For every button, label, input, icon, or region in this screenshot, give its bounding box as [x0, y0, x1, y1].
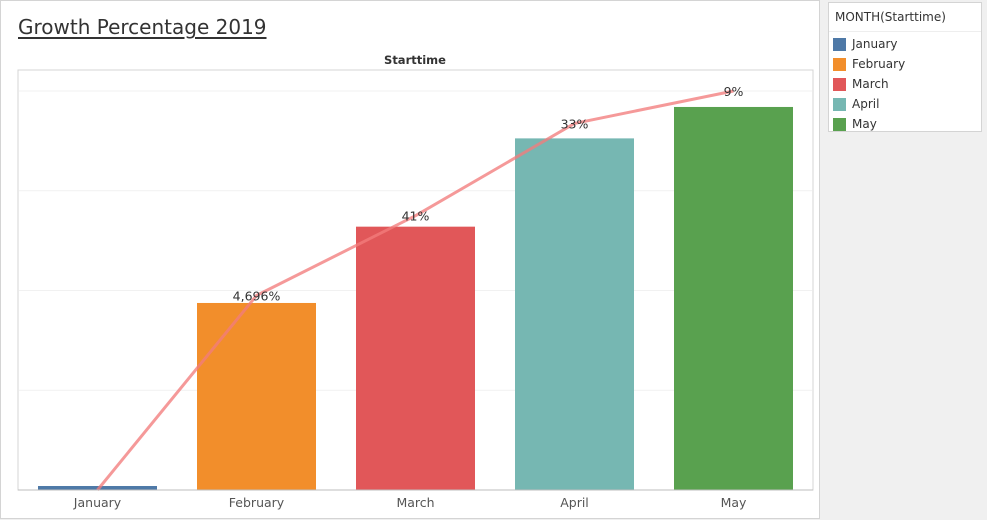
- legend-swatch: [833, 117, 846, 131]
- legend-title: MONTH(Starttime): [835, 10, 946, 24]
- x-tick-label: May: [721, 495, 747, 510]
- bar-february[interactable]: [197, 302, 316, 490]
- legend-divider: [829, 31, 981, 32]
- column-header-label: Starttime: [384, 53, 446, 67]
- legend-label: April: [852, 97, 880, 111]
- legend-swatch: [833, 37, 846, 51]
- data-label: 9%: [724, 84, 744, 99]
- x-tick-label: March: [396, 495, 434, 510]
- legend-item-january[interactable]: January: [833, 35, 979, 53]
- legend-label: March: [852, 77, 889, 91]
- bar-chart[interactable]: January February March April May 4,696% 41% 33%…: [1, 1, 821, 520]
- legend-item-may[interactable]: May: [833, 115, 979, 133]
- data-label: 4,696%: [233, 288, 281, 303]
- legend-swatch: [833, 77, 846, 91]
- bar-may[interactable]: [674, 106, 793, 491]
- data-label: 33%: [561, 116, 589, 131]
- growth-trend-line: [96, 89, 734, 491]
- legend-label: February: [852, 57, 906, 71]
- legend-label: May: [852, 117, 877, 131]
- chart-title: Growth Percentage 2019: [18, 15, 267, 39]
- data-label: 41%: [402, 209, 430, 224]
- color-legend[interactable]: MONTH(Starttime) January February March Apr…: [828, 2, 982, 132]
- x-tick-label: February: [229, 495, 285, 510]
- x-tick-label: January: [73, 495, 122, 510]
- bar-april[interactable]: [515, 138, 634, 490]
- bar-march[interactable]: [356, 226, 475, 490]
- legend-item-march[interactable]: March: [833, 75, 979, 93]
- legend-item-april[interactable]: April: [833, 95, 979, 113]
- x-tick-label: April: [560, 495, 589, 510]
- legend-label: January: [852, 37, 898, 51]
- legend-swatch: [833, 97, 846, 111]
- worksheet-panel: Growth Percentage 2019 Starttime January…: [0, 0, 820, 519]
- legend-item-february[interactable]: February: [833, 55, 979, 73]
- legend-swatch: [833, 57, 846, 71]
